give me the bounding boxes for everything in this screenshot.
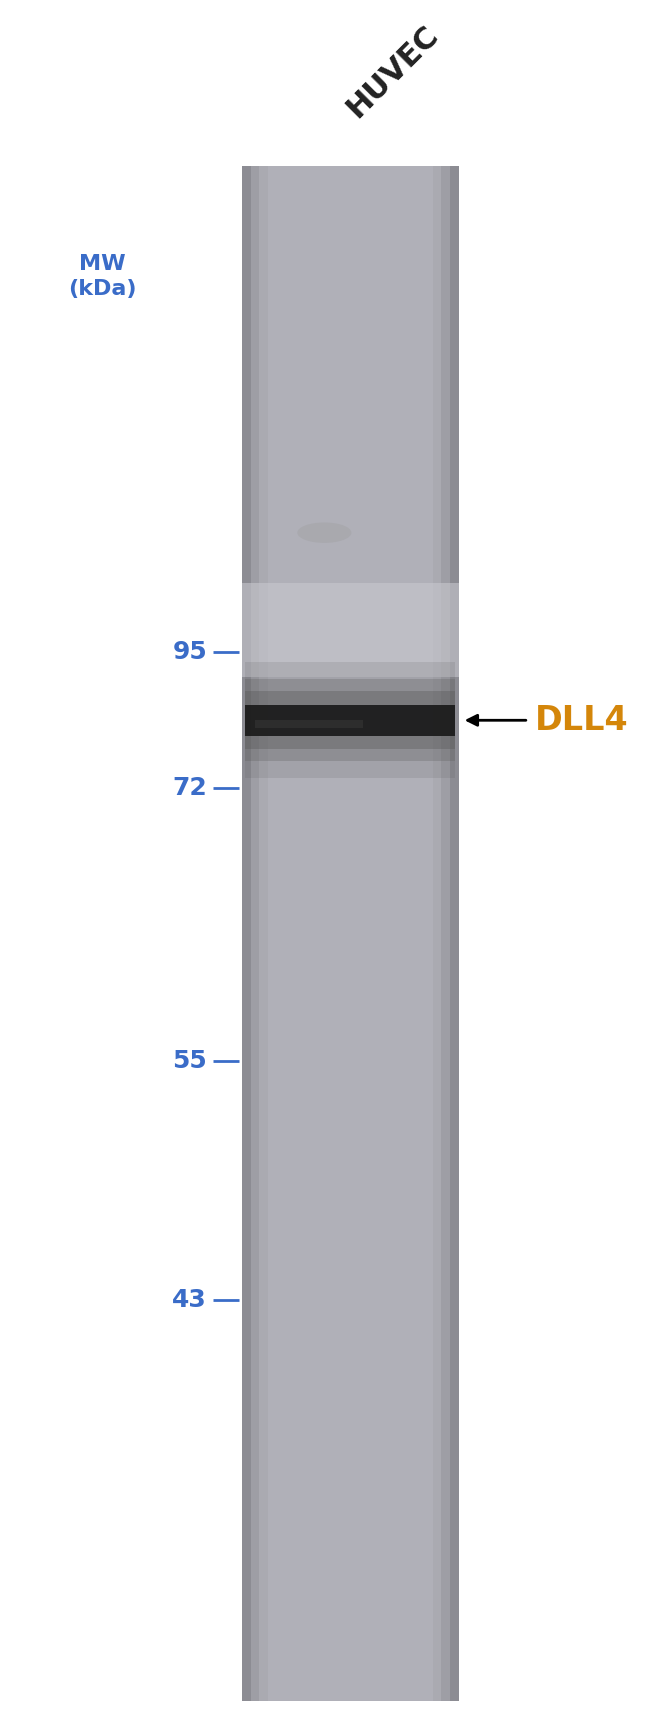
Bar — [242, 583, 459, 677]
Text: MW
(kDa): MW (kDa) — [68, 255, 136, 298]
Bar — [441, 167, 459, 1700]
Bar — [433, 167, 459, 1700]
Bar — [245, 691, 456, 750]
Text: 43: 43 — [172, 1287, 207, 1312]
Bar — [255, 720, 363, 729]
Bar — [242, 167, 259, 1700]
Ellipse shape — [297, 522, 352, 543]
Text: 95: 95 — [172, 640, 207, 665]
Bar — [242, 167, 251, 1700]
Bar — [245, 663, 456, 779]
Text: DLL4: DLL4 — [535, 704, 629, 737]
Text: 72: 72 — [172, 777, 207, 800]
Bar — [245, 704, 456, 736]
Text: HUVEC: HUVEC — [341, 21, 444, 123]
Text: 55: 55 — [172, 1050, 207, 1074]
Bar — [242, 167, 268, 1700]
Bar — [242, 167, 459, 1700]
Bar — [450, 167, 459, 1700]
Bar — [245, 680, 456, 762]
